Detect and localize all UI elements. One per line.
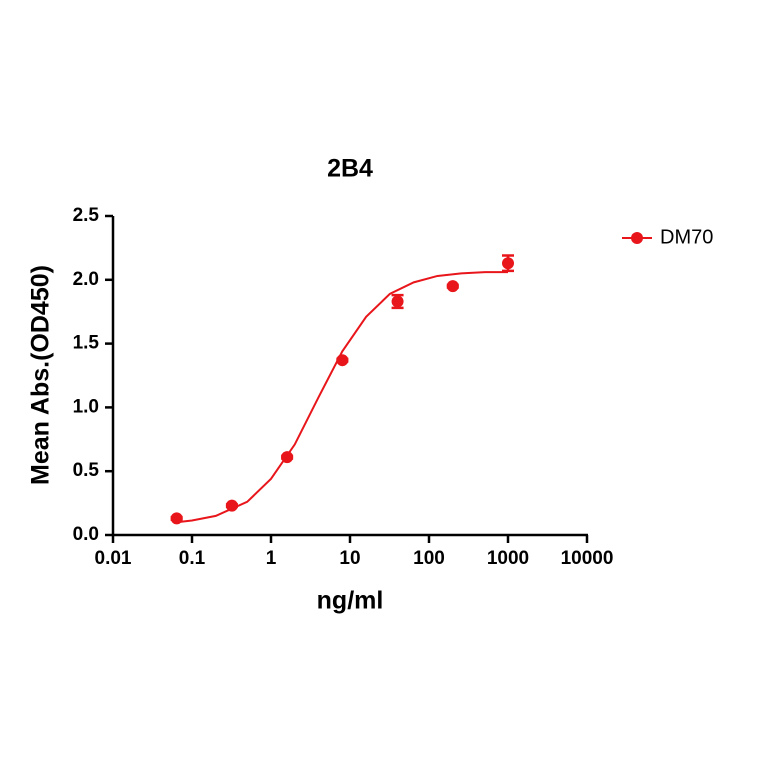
x-tick-label: 1	[266, 548, 277, 569]
y-tick-label: 0.5	[73, 460, 100, 481]
x-axis-title: ng/ml	[317, 587, 384, 615]
data-point	[225, 499, 238, 512]
y-axis-title: Mean Abs.(OD450)	[27, 265, 55, 485]
x-tick-label: 0.01	[95, 548, 132, 569]
chart-title: 2B4	[327, 155, 373, 183]
legend-marker	[631, 232, 643, 244]
x-tick-label: 1000	[487, 548, 529, 569]
fit-curve	[176, 271, 508, 524]
legend-label: DM70	[660, 226, 713, 248]
x-tick-label: 10	[339, 548, 360, 569]
y-tick-label: 2.5	[73, 205, 100, 226]
data-point	[281, 451, 294, 464]
x-tick-label: 100	[413, 548, 445, 569]
data-point	[170, 512, 183, 525]
y-tick-label: 0.0	[73, 524, 99, 545]
data-point	[336, 354, 349, 367]
y-tick-label: 1.5	[73, 333, 100, 354]
data-point	[391, 295, 404, 308]
y-tick-label: 2.0	[73, 269, 99, 290]
x-tick-label: 0.1	[179, 548, 206, 569]
x-tick-label: 10000	[561, 548, 614, 569]
data-point	[502, 257, 514, 270]
data-point	[446, 280, 459, 293]
y-tick-label: 1.0	[73, 396, 99, 417]
